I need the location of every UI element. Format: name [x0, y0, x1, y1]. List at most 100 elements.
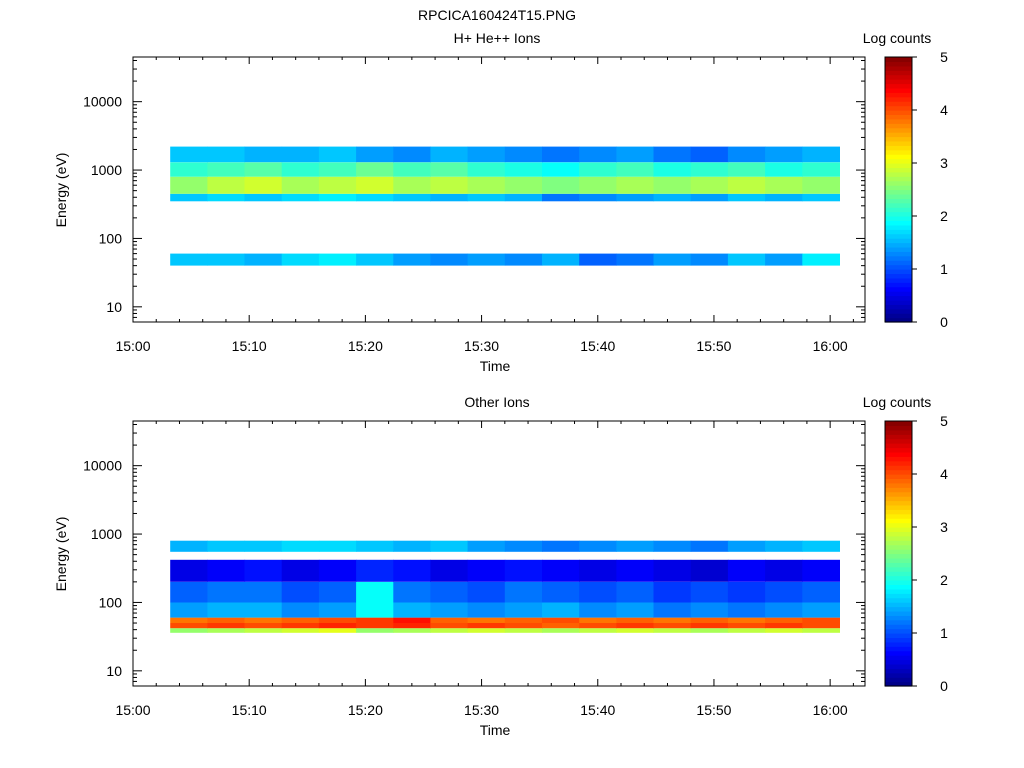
heatmap-cell — [802, 628, 840, 633]
heatmap-cell — [393, 559, 431, 582]
heatmap-cell — [727, 193, 766, 202]
heatmap-cell — [430, 623, 469, 629]
colorbar-swatch — [885, 57, 912, 63]
heatmap-cell — [318, 602, 357, 618]
heatmap-cell — [356, 176, 394, 194]
colorbar-swatch — [885, 286, 912, 292]
heatmap-cell — [430, 581, 469, 603]
colorbar-swatch — [885, 500, 912, 506]
colorbar-swatch — [885, 443, 912, 449]
colorbar-swatch — [885, 87, 912, 93]
heatmap-cell — [467, 540, 506, 552]
colorbar-swatch — [885, 163, 912, 169]
colorbar-swatch — [885, 540, 912, 546]
heatmap-cell — [653, 253, 692, 266]
heatmap-cell — [690, 162, 729, 177]
colorbar-swatch — [885, 602, 912, 608]
y-tick-label: 100 — [99, 594, 123, 610]
heatmap-cell — [765, 628, 803, 633]
heatmap-cell — [579, 162, 617, 177]
colorbar-swatch — [885, 434, 912, 440]
heatmap-cell — [579, 193, 617, 202]
heatmap-cell — [170, 162, 208, 177]
colorbar-swatch — [885, 509, 912, 515]
heatmap-cell — [244, 559, 283, 582]
colorbar-swatch — [885, 79, 912, 85]
heatmap-cell — [318, 628, 357, 633]
heatmap-cell — [318, 162, 357, 177]
colorbar-swatch — [885, 588, 912, 594]
heatmap-cell — [504, 559, 543, 582]
colorbar-swatch — [885, 96, 912, 102]
heatmap-cell — [616, 602, 655, 618]
heatmap-cell — [393, 628, 431, 633]
heatmap-cell — [244, 146, 283, 163]
heatmap-cell — [653, 176, 692, 194]
x-tick-label: 15:50 — [696, 338, 731, 354]
colorbar-swatch — [885, 478, 912, 484]
colorbar-swatch — [885, 229, 912, 235]
heatmap-cell — [542, 628, 580, 633]
heatmap-cell — [281, 617, 320, 623]
colorbar-swatch — [885, 650, 912, 656]
colorbar-swatch — [885, 180, 912, 186]
heatmap-cell — [281, 176, 320, 194]
heatmap-cell — [727, 176, 766, 194]
colorbar: 0 1 2 3 4 5 — [884, 413, 948, 694]
heatmap-cell — [616, 162, 655, 177]
colorbar-swatch — [885, 465, 912, 471]
colorbar: 0 1 2 3 4 5 — [884, 49, 948, 330]
y-axis-label: Energy (eV) — [53, 153, 69, 228]
colorbar-swatch — [885, 429, 912, 435]
heatmap-cell — [504, 617, 543, 623]
y-axis: 10 100 1000 10000 — [83, 423, 865, 687]
heatmap-cell — [318, 559, 357, 582]
colorbar-swatch — [885, 633, 912, 639]
heatmap-cell — [244, 176, 283, 194]
colorbar-swatch — [885, 482, 912, 488]
heatmap-cell — [765, 623, 803, 629]
heatmap-cell — [504, 193, 543, 202]
heatmap-cell — [281, 162, 320, 177]
heatmap-cell — [356, 193, 394, 202]
figure-title: RPCICA160424T15.PNG — [418, 7, 576, 23]
heatmap-cell — [207, 617, 246, 623]
heatmap-cell — [727, 146, 766, 163]
colorbar-label: Log counts — [863, 394, 932, 410]
heatmap-cell — [430, 602, 469, 618]
heatmap-cell — [802, 146, 840, 163]
colorbar-swatch — [885, 580, 912, 586]
heatmap-cell — [504, 176, 543, 194]
colorbar-swatch — [885, 140, 912, 146]
colorbar-swatch — [885, 304, 912, 310]
heatmap-cell — [542, 146, 580, 163]
colorbar-swatch — [885, 255, 912, 261]
heatmap-cell — [356, 602, 394, 618]
heatmap-cell — [765, 176, 803, 194]
heatmap-cell — [467, 193, 506, 202]
heatmap-cell — [690, 617, 729, 623]
heatmap-cell — [690, 253, 729, 266]
heatmap-cell — [356, 146, 394, 163]
colorbar-tick-label: 1 — [940, 261, 948, 277]
heatmap-cells — [170, 540, 840, 633]
panel-h-he-ions: H+ He++ Ions Log counts Time Energy (eV)… — [53, 30, 948, 374]
heatmap-cell — [244, 253, 283, 266]
heatmap-cell — [393, 540, 431, 552]
heatmap-cell — [504, 628, 543, 633]
colorbar-tick-label: 4 — [940, 466, 948, 482]
heatmap-cell — [244, 623, 283, 629]
x-tick-label: 15:20 — [348, 338, 383, 354]
heatmap-cell — [393, 602, 431, 618]
heatmap-cell — [727, 540, 766, 552]
colorbar-swatch — [885, 291, 912, 297]
heatmap-cell — [727, 559, 766, 582]
heatmap-cell — [393, 581, 431, 603]
heatmap-cell — [170, 559, 208, 582]
heatmap-cell — [504, 623, 543, 629]
colorbar-swatch — [885, 522, 912, 528]
heatmap-cell — [467, 559, 506, 582]
colorbar-tick-label: 0 — [940, 314, 948, 330]
heatmap-cell — [467, 146, 506, 163]
colorbar-swatch — [885, 299, 912, 305]
